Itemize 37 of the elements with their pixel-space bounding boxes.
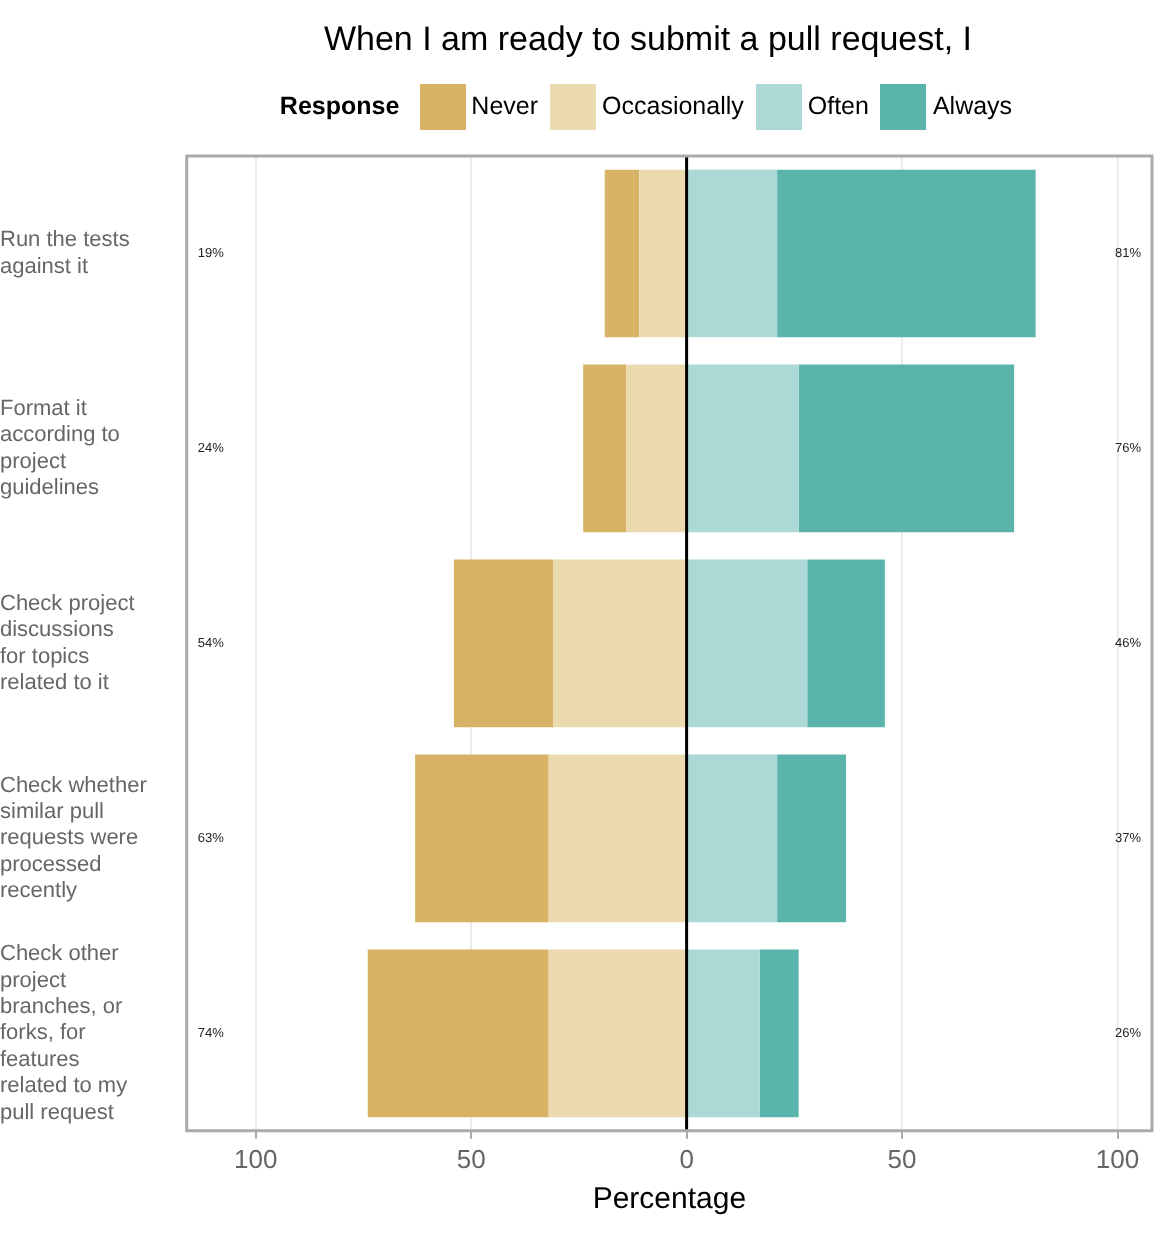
y-tick-label: Format it according to project guidelines [0,396,120,501]
legend-label: Never [471,92,539,120]
x-tick-label: 50 [456,1143,486,1174]
bar [583,364,627,533]
bar [777,169,1036,338]
bar [759,949,799,1118]
bar [687,754,778,923]
chart-title: When I am ready to submit a pull request, I [321,18,975,62]
bar [548,754,686,923]
y-tick-label: Run the tests against it [0,228,131,279]
y-tick-label: Check whether similar pull requests were processed recently [0,773,148,904]
bar [687,559,808,728]
legend-label: Often [807,92,869,120]
bar [807,559,885,728]
legend-label: Always [932,92,1013,120]
bar [777,754,847,923]
x-tick-label: 100 [233,1143,278,1174]
bar [453,559,554,728]
y-tick-label: Check project discussions for topics related to it [0,591,135,696]
bar [415,754,549,923]
bar [626,364,686,533]
bar [798,364,1015,533]
bar [639,169,686,338]
bar [687,364,799,533]
bar [687,169,778,338]
legend-title: Response [279,92,400,120]
legend-label: Occasionally [602,92,744,120]
x-tick-label: 0 [679,1143,694,1174]
bar [553,559,686,728]
bar [687,949,760,1118]
x-tick-label: 50 [887,1143,917,1174]
bar [367,949,549,1118]
x-tick-label: 100 [1095,1143,1140,1174]
y-tick-label: Check other project branches, or forks, for features related to my pull request [0,942,129,1125]
bar [548,949,686,1118]
x-axis-title: Percentage [592,1182,747,1217]
bar [604,169,640,338]
